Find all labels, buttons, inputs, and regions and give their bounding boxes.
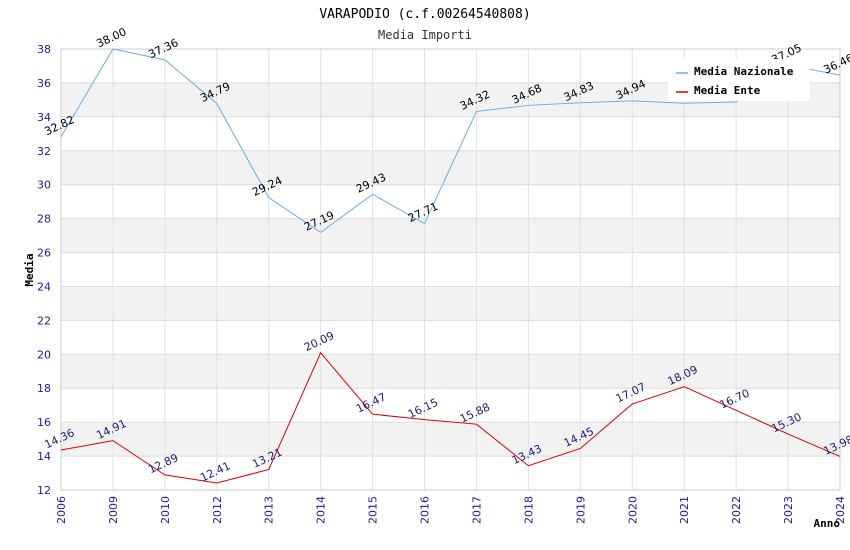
series-lines bbox=[60, 48, 841, 484]
x-tick-2015: 2015 bbox=[367, 496, 380, 524]
y-tick-24: 24 bbox=[37, 280, 51, 293]
grid-band-32 bbox=[61, 116, 840, 151]
y-tick-26: 26 bbox=[37, 247, 51, 260]
x-tick-2018: 2018 bbox=[522, 496, 535, 524]
x-tick-2009: 2009 bbox=[107, 496, 120, 524]
x-tick-2022: 2022 bbox=[730, 496, 743, 524]
y-tick-12: 12 bbox=[37, 484, 51, 497]
x-tick-2010: 2010 bbox=[159, 496, 172, 524]
grid-band-18 bbox=[61, 354, 840, 389]
grid-band-16 bbox=[61, 388, 840, 423]
grid-band-14 bbox=[61, 422, 840, 457]
legend-label-nazionale: Media Nazionale bbox=[694, 65, 794, 78]
series-line-ente bbox=[60, 351, 841, 484]
x-tick-2020: 2020 bbox=[626, 496, 639, 524]
x-tick-labels: 2006 2009 2010 2012 2013 2014 2015 2016 2017 2018… bbox=[55, 496, 847, 524]
grid-band-26 bbox=[61, 218, 840, 253]
x-tick-2019: 2019 bbox=[574, 496, 587, 524]
legend: Media Nazionale Media Ente bbox=[668, 59, 810, 101]
x-tick-2021: 2021 bbox=[678, 496, 691, 524]
x-tick-2023: 2023 bbox=[782, 496, 795, 524]
x-tick-2013: 2013 bbox=[263, 496, 276, 524]
y-tick-36: 36 bbox=[37, 77, 51, 90]
legend-box bbox=[668, 59, 810, 101]
y-tick-18: 18 bbox=[37, 382, 51, 395]
y-tick-30: 30 bbox=[37, 179, 51, 192]
x-axis-title: Anno bbox=[814, 517, 841, 530]
y-tick-14: 14 bbox=[37, 450, 51, 463]
x-tick-2017: 2017 bbox=[470, 496, 483, 524]
y-tick-16: 16 bbox=[37, 416, 51, 429]
legend-label-ente: Media Ente bbox=[694, 84, 761, 97]
grid-bands bbox=[61, 49, 840, 490]
x-tick-2016: 2016 bbox=[419, 496, 432, 524]
y-tick-22: 22 bbox=[37, 314, 51, 327]
y-tick-34: 34 bbox=[37, 111, 51, 124]
grid-band-20 bbox=[61, 320, 840, 355]
grid-band-12 bbox=[61, 456, 840, 490]
y-tick-20: 20 bbox=[37, 348, 51, 361]
y-tick-38: 38 bbox=[37, 43, 51, 56]
y-tick-labels: 12 14 16 18 20 22 24 26 28 30 32 34 36 38 bbox=[37, 43, 51, 497]
grid-band-24 bbox=[61, 252, 840, 287]
y-tick-32: 32 bbox=[37, 145, 51, 158]
chart-subtitle: Media Importi bbox=[378, 28, 472, 42]
series-line-nazionale bbox=[60, 48, 841, 233]
x-tick-2006: 2006 bbox=[55, 496, 68, 524]
grid-band-28 bbox=[61, 184, 840, 219]
x-tick-2024: 2024 bbox=[834, 496, 847, 524]
plot-frame bbox=[60, 48, 841, 491]
grid-band-22 bbox=[61, 286, 840, 321]
x-tick-2014: 2014 bbox=[315, 496, 328, 524]
y-axis-title: Media bbox=[23, 253, 36, 286]
y-tick-28: 28 bbox=[37, 213, 51, 226]
x-tick-2012: 2012 bbox=[211, 496, 224, 524]
chart-title: VARAPODIO (c.f.00264540808) bbox=[319, 7, 530, 22]
data-label-nazionale-2009: 38.00 bbox=[94, 25, 128, 50]
